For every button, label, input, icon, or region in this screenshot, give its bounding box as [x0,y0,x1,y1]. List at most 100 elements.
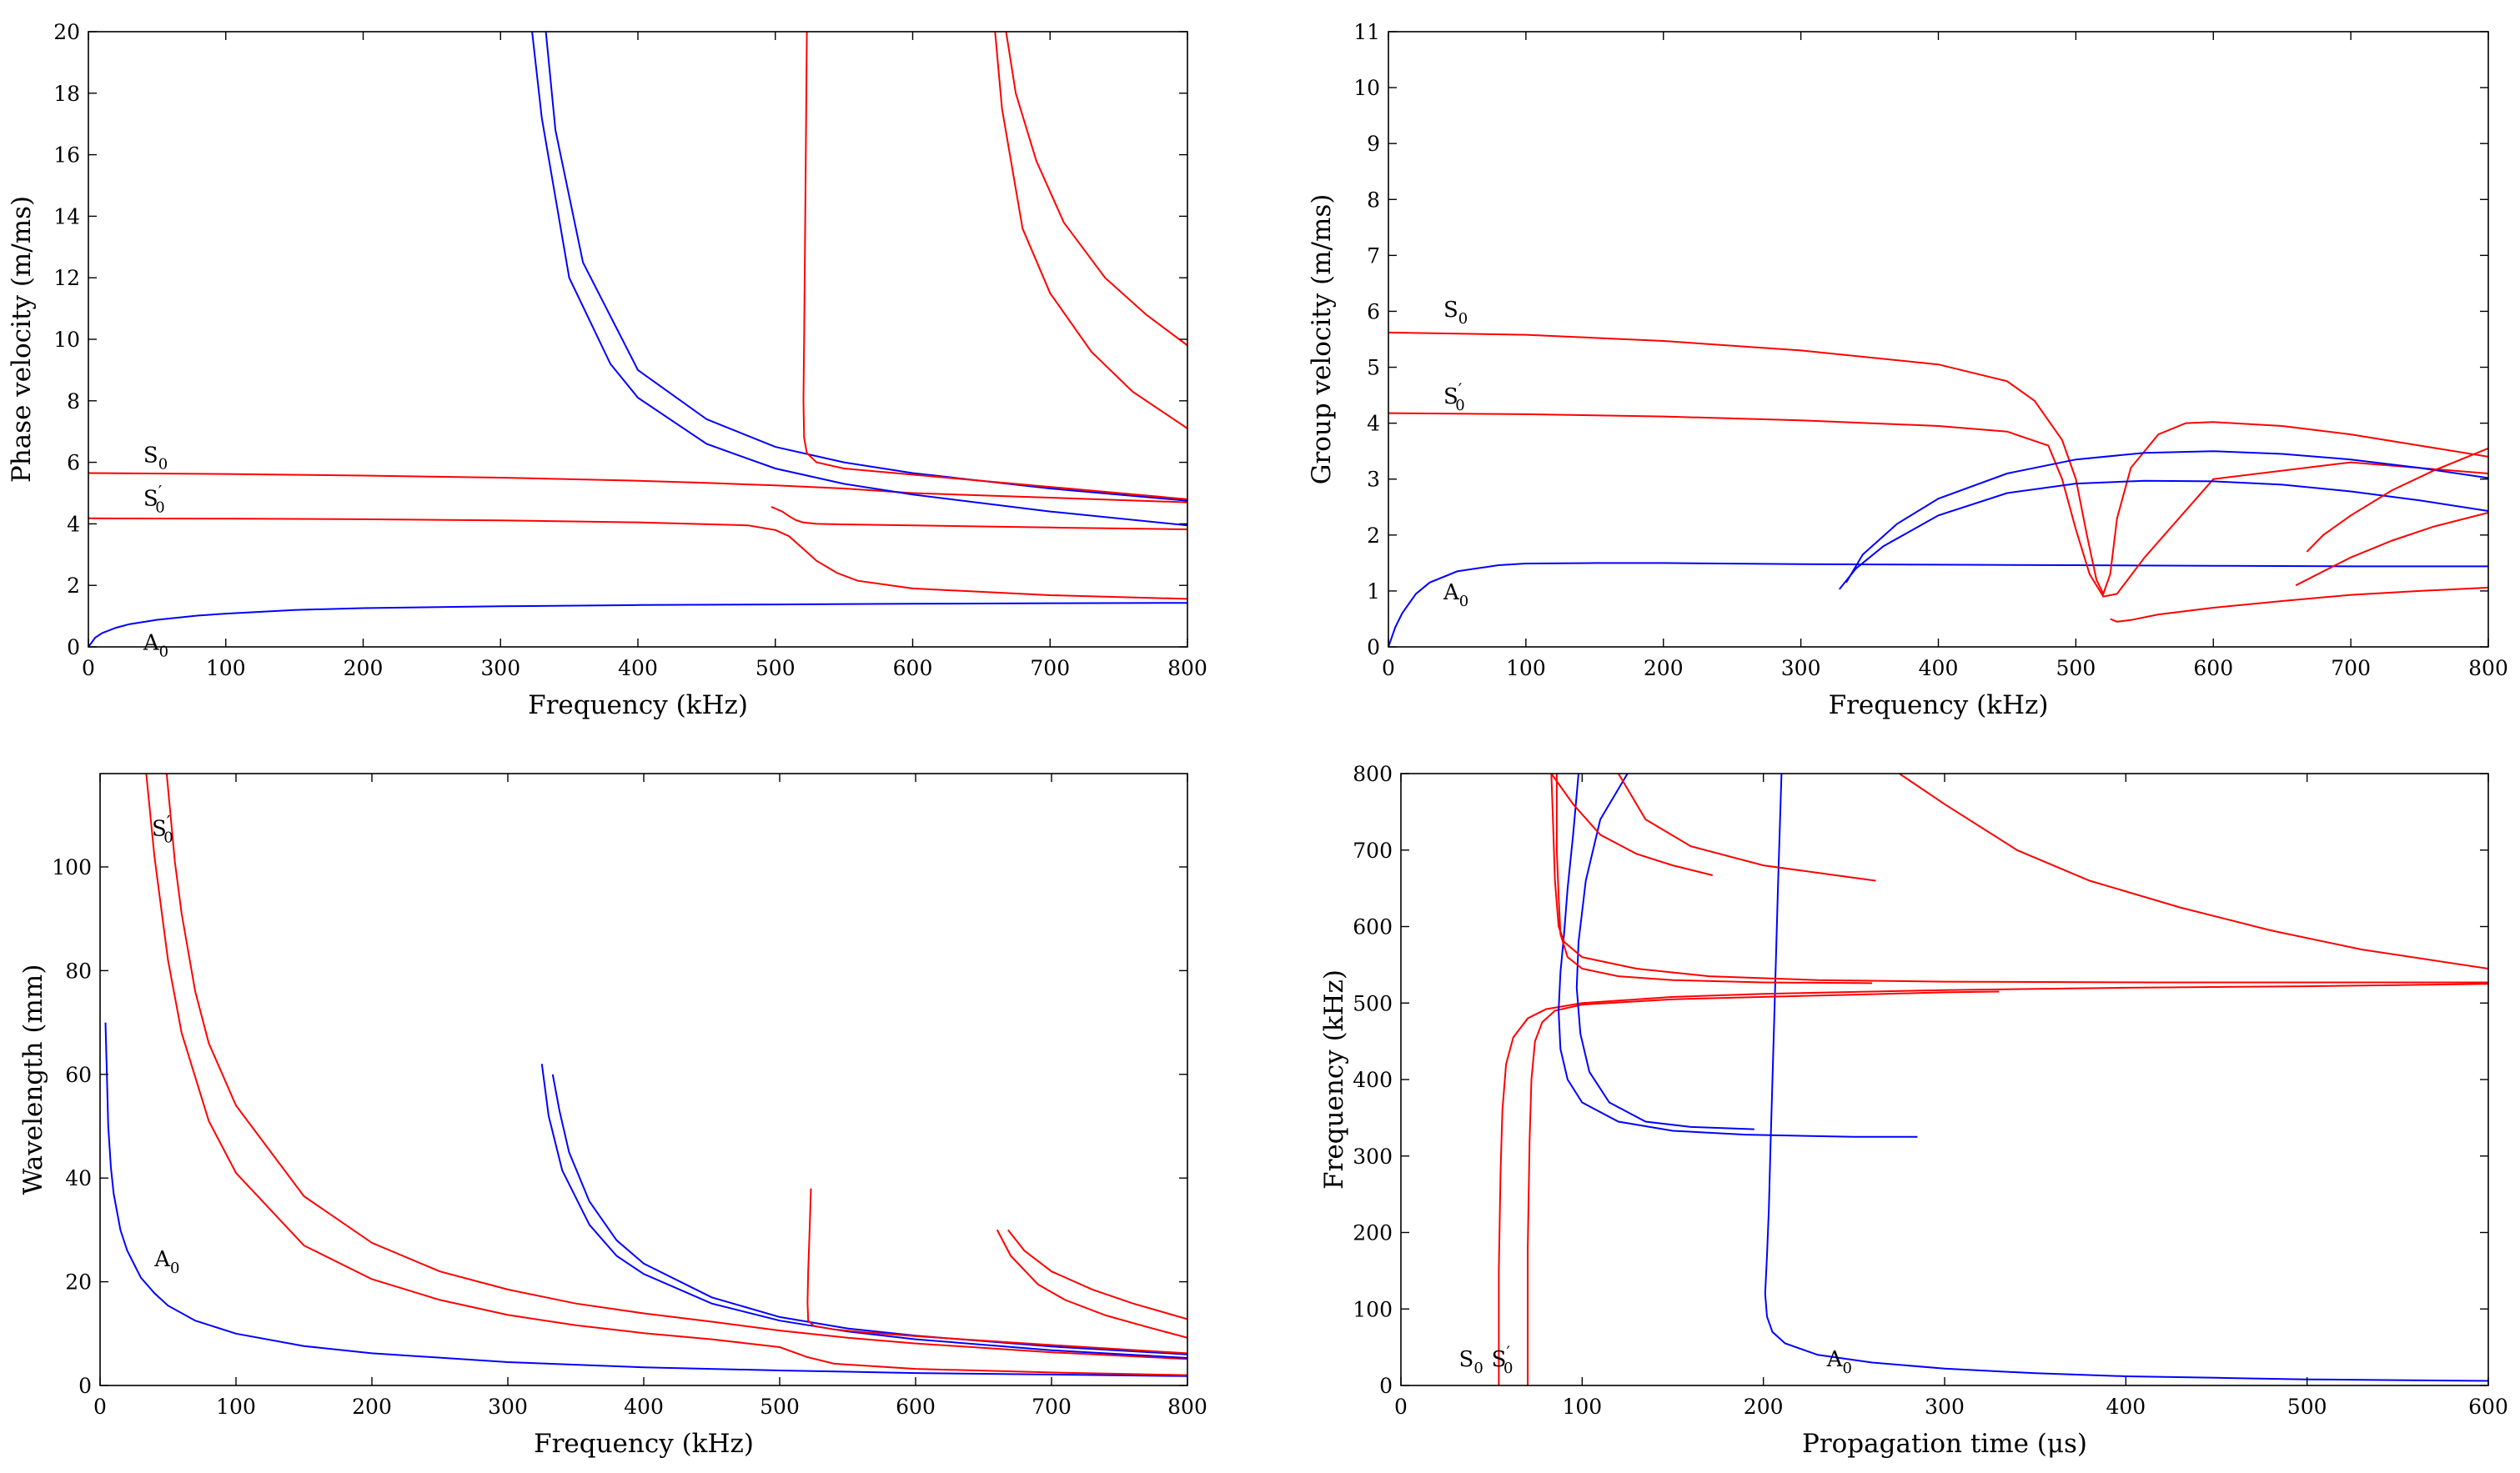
x-tick-label: 800 [1167,1395,1207,1419]
y-tick-label: 600 [1353,915,1393,939]
series-line-9 [1899,774,2488,969]
y-tick-label: 2 [1367,524,1380,548]
y-tick-label: 500 [1353,991,1393,1015]
y-axis-label: Group velocity (m/ms) [1307,194,1337,485]
y-tick-label: 3 [1367,468,1380,492]
series-line-1 [1498,983,2488,1385]
x-tick-label: 200 [1644,656,1684,680]
x-tick-label: 200 [344,656,384,680]
series-line-7 [1007,1229,1187,1320]
series-line-3 [1839,479,2488,590]
series-line-7 [2306,447,2488,553]
series-line-8 [1617,774,1876,882]
series-line-6 [802,32,1187,500]
series-line-5 [2110,586,2488,623]
y-tick-label: 800 [1353,762,1393,786]
series-line-5 [545,32,1187,502]
x-tick-label: 400 [618,656,658,680]
x-tick-label: 300 [488,1395,528,1419]
y-axis-label: Frequency (kHz) [1319,969,1349,1190]
series-group [88,32,1187,647]
x-tick-label: 600 [893,656,933,680]
y-tick-label: 6 [67,451,80,475]
series-line-0 [1388,562,2488,647]
y-tick-label: 16 [53,143,80,168]
x-tick-label: 400 [2106,1395,2146,1419]
x-tick-label: 300 [1781,656,1821,680]
series-line-3 [540,1064,1187,1359]
mode-label: A0 [153,1247,179,1277]
x-axis-label: Frequency (kHz) [534,1429,754,1459]
x-tick-label: 600 [896,1395,936,1419]
series-line-2 [165,774,1187,1360]
x-tick-label: 600 [2468,1395,2508,1419]
series-line-5 [806,1188,1187,1355]
series-line-7 [1550,774,1714,876]
x-tick-label: 500 [760,1395,800,1419]
mode-label: S0 [143,443,168,473]
y-tick-label: 9 [1367,132,1380,156]
x-tick-label: 100 [1506,656,1546,680]
y-tick-label: 400 [1353,1068,1393,1092]
y-tick-label: 0 [78,1374,92,1398]
y-tick-label: 10 [1353,76,1380,100]
x-tick-label: 500 [2287,1395,2327,1419]
mode-label: S′ 0 [1443,379,1465,414]
y-tick-label: 0 [1379,1374,1393,1398]
series-line-8 [1005,32,1187,347]
series-group [1388,331,2488,647]
x-tick-label: 400 [624,1395,664,1419]
x-tick-label: 400 [1919,656,1959,680]
y-tick-label: 10 [53,328,80,352]
x-tick-label: 500 [2056,656,2096,680]
mode-label: S′ 0 [143,481,165,516]
phase-velocity-panel: 0 100 200 300 400 500 600 700 800 0 2 4 6 8 10 12 14 16 18… [7,20,1207,720]
propagation-time-panel: 0 100 200 300 400 500 600 0 100 200 300 400 500 600 70… [1319,762,2508,1459]
plot-frame [1388,31,2489,648]
mode-label: A0 [1443,580,1468,610]
series-line-0 [1764,774,2488,1382]
x-tick-label: 800 [2468,656,2508,680]
x-tick-label: 700 [2331,656,2371,680]
series-line-2 [88,517,1187,600]
y-tick-label: 8 [67,389,80,413]
y-tick-label: 12 [53,266,80,290]
x-axis-label: Frequency (kHz) [528,690,748,720]
x-tick-label: 100 [1562,1395,1602,1419]
x-tick-label: 0 [1382,656,1395,680]
series-line-3 [1558,774,1918,1138]
y-tick-label: 2 [67,574,80,598]
series-line-2 [1527,990,2000,1385]
series-line-1 [145,774,1187,1376]
x-tick-label: 700 [1032,1395,1072,1419]
series-line-4 [1575,774,1754,1130]
y-tick-label: 0 [67,635,80,659]
y-tick-label: 4 [67,512,80,536]
x-tick-label: 100 [206,656,246,680]
series-line-7 [994,32,1187,429]
series-line-1 [88,472,1187,504]
x-tick-label: 800 [1167,656,1207,680]
series-line-3 [771,506,1187,530]
y-tick-label: 700 [1353,839,1393,863]
x-tick-label: 200 [1744,1395,1784,1419]
plot-frame [88,31,1188,648]
y-tick-label: 5 [1367,356,1380,380]
x-tick-label: 300 [1925,1395,1965,1419]
series-line-0 [88,602,1187,647]
mode-label: S′ 0 [1492,1342,1514,1377]
y-tick-label: 7 [1367,243,1380,268]
series-group [1498,774,2488,1385]
x-tick-label: 200 [352,1395,392,1419]
series-line-6 [996,1229,1187,1339]
x-axis-label: Propagation time (μs) [1802,1429,2087,1459]
x-tick-label: 0 [93,1395,107,1419]
y-tick-label: 40 [65,1166,92,1190]
x-tick-label: 0 [82,656,95,680]
y-tick-label: 8 [1367,188,1380,212]
mode-label: S0 [1459,1347,1483,1377]
y-tick-label: 11 [1353,20,1380,44]
series-line-4 [531,32,1187,527]
y-axis-label: Wavelength (mm) [18,964,48,1195]
y-tick-label: 100 [52,855,92,879]
